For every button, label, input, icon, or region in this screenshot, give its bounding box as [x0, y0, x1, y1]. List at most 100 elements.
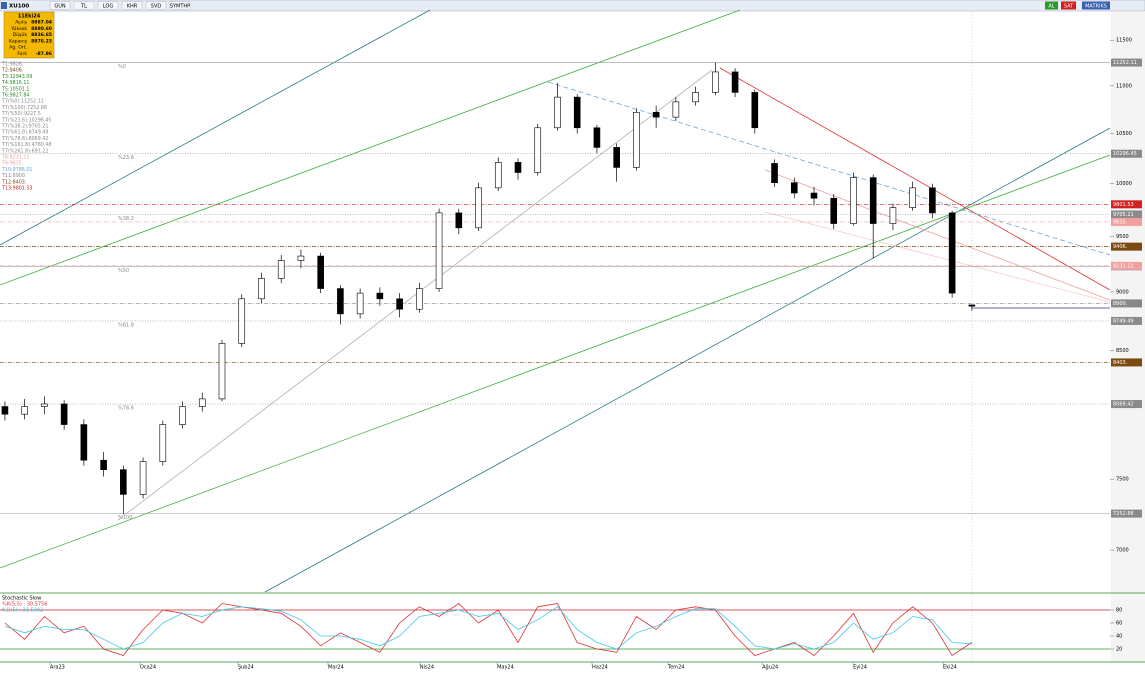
info-label: Ağ. Ort. [9, 44, 27, 51]
fib-value-box [1111, 509, 1142, 518]
y-tick-label: 20 [1116, 647, 1122, 653]
drawing-note: T9:9635. [1, 161, 23, 167]
candle-body [869, 177, 877, 224]
candle-body [692, 92, 699, 103]
toolbar-button[interactable] [1045, 1, 1058, 10]
fib-value: 7252.88 [1113, 511, 1134, 517]
fib-label: %61.8 [118, 322, 134, 328]
x-tick-label: Haz24 [592, 665, 608, 671]
drawing-note: T12:8403. [1, 179, 26, 185]
candle-body [179, 406, 186, 425]
toolbar-button[interactable] [169, 1, 191, 10]
drawing-note: T10:9786.01 [1, 167, 33, 173]
toolbar-button-label[interactable]: SVD [151, 4, 162, 10]
drawing-note: T5:10501.1 [1, 86, 29, 92]
toolbar-button[interactable] [145, 1, 167, 10]
fib-value: 8069.42 [1113, 402, 1134, 408]
candle-body [100, 459, 107, 470]
toolbar-button-label[interactable]: KHR [127, 4, 138, 10]
toolbar-button-label[interactable]: GUN [54, 4, 66, 10]
candle-body [929, 187, 936, 214]
fib-value: 10296.45 [1113, 151, 1137, 157]
candle-body [337, 288, 344, 315]
candle-body [356, 292, 364, 315]
toolbar-button[interactable] [121, 1, 143, 10]
candle-body [613, 147, 620, 168]
x-tick-label: Ara23 [50, 665, 65, 671]
drawing-note: T7(%261.8):691.22 [1, 148, 48, 154]
toolbar-button[interactable] [1082, 1, 1110, 10]
level-label: 9801.53 [1113, 202, 1134, 208]
x-tick-label: Eyl24 [853, 665, 867, 671]
candle-body [60, 403, 68, 425]
fib-value-box [1111, 400, 1142, 409]
y-tick-label: 9500 [1116, 234, 1129, 240]
candle-body [731, 71, 739, 93]
drawing-note: T2:9406. [1, 68, 23, 74]
candle-body [968, 304, 976, 307]
candle-body [514, 162, 522, 173]
fib-label: %78.6 [118, 406, 134, 412]
candle-body [396, 298, 403, 310]
x-tick-label: Şub24 [238, 665, 254, 671]
info-value: 8836.65 [31, 32, 52, 38]
y-tick-label: 60 [1116, 621, 1122, 627]
legend-entry: %D(5) : 33.5082 [2, 608, 43, 614]
candle-body [889, 207, 897, 224]
y-tick-label: 7000 [1116, 548, 1129, 554]
info-value: 8887.04 [31, 20, 52, 26]
level-label: 9231.11 [1113, 263, 1134, 269]
candle-body [633, 112, 640, 168]
y-tick-label: 11500 [1116, 38, 1132, 44]
trendlines [0, 9, 1111, 662]
toolbar-button[interactable] [97, 1, 119, 10]
toolbar-button[interactable] [1061, 1, 1076, 10]
candle-body [494, 162, 502, 189]
drawing-note: T11:8900. [1, 173, 26, 179]
trendline [264, 127, 1111, 593]
toolbar-button[interactable] [49, 1, 71, 10]
toolbar-button-label[interactable]: TL [80, 4, 87, 10]
candle-body [120, 469, 127, 495]
toolbar-button-label[interactable]: SYMTHP [170, 4, 190, 10]
y-tick-label: 8500 [1116, 348, 1129, 354]
drawing-note: T4:9816.11 [1, 80, 29, 86]
toolbar-button[interactable] [73, 1, 95, 10]
toolbar-icon [1, 2, 7, 9]
candle-body [554, 96, 561, 129]
fib-label: %23.6 [118, 155, 134, 161]
trendline [0, 9, 741, 286]
trendline [547, 81, 1111, 256]
candle-body [573, 96, 581, 129]
fib-value-box [1111, 210, 1142, 219]
candle-body [850, 177, 857, 224]
candle-body [159, 424, 167, 462]
y-tick-label: 7500 [1116, 477, 1129, 483]
toolbar-button-label[interactable]: LOG [103, 4, 114, 10]
drawing-note: T7(%23.6):10296.45 [1, 117, 51, 123]
info-label: Yüksek [10, 26, 27, 32]
fib-value-box [1111, 149, 1142, 158]
fib-label: %100 [118, 515, 132, 521]
candle-body [416, 288, 423, 310]
trendline [764, 211, 1111, 303]
trendline [719, 67, 1111, 291]
candle-body [534, 127, 542, 173]
candle-body [712, 71, 719, 93]
candle-body [258, 278, 265, 300]
drawing-note: T7(%161.8):4780.48 [1, 142, 51, 148]
toolbar-button-label[interactable]: SAT [1064, 4, 1074, 10]
candle-body [218, 343, 226, 400]
level-label-box [1111, 217, 1142, 226]
candle-body [1, 406, 9, 415]
fib-value: 8749.49 [1113, 318, 1134, 324]
toolbar-button-label[interactable]: MATRIKS [1085, 4, 1107, 10]
info-date: 11Eki24 [18, 14, 41, 20]
candle-body [198, 398, 206, 407]
info-value: -87.86 [36, 51, 52, 57]
legend-entry: %K(5,5) : 30.5756 [2, 602, 47, 608]
toolbar-button-label[interactable]: AL [1048, 4, 1054, 10]
level-label-box [1111, 200, 1142, 209]
